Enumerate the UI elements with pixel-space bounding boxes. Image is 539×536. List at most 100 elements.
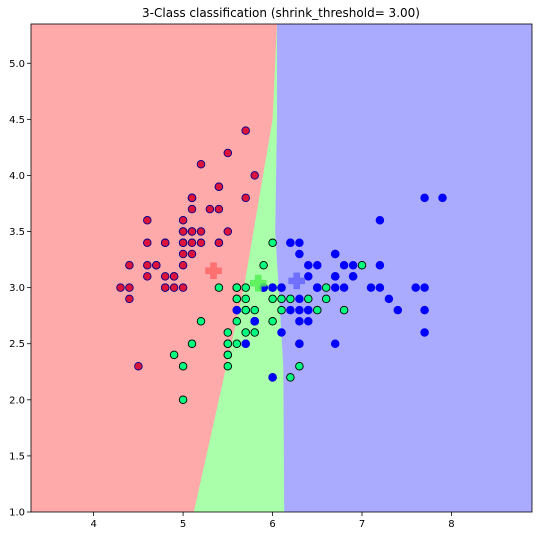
y-tick-label: 3.0 xyxy=(9,283,25,294)
data-point-class-0 xyxy=(125,283,134,292)
data-point-class-0 xyxy=(143,272,152,281)
data-point-class-2 xyxy=(277,283,286,292)
data-point-class-0 xyxy=(214,204,224,214)
data-point-class-0 xyxy=(152,260,161,270)
data-point-class-2 xyxy=(313,260,322,270)
data-point-class-0 xyxy=(134,361,143,371)
data-point-class-1 xyxy=(268,294,277,304)
x-tick-label: 4 xyxy=(90,519,96,530)
data-point-class-2 xyxy=(348,260,358,270)
data-point-class-2 xyxy=(384,294,394,304)
data-point-class-0 xyxy=(187,238,197,248)
data-point-class-0 xyxy=(205,204,215,214)
data-point-class-0 xyxy=(143,260,152,270)
data-point-class-2 xyxy=(295,249,304,259)
data-point-class-1 xyxy=(250,328,259,337)
data-point-class-1 xyxy=(321,283,331,292)
data-point-class-1 xyxy=(268,317,277,326)
x-tick-label: 7 xyxy=(359,519,365,530)
data-point-class-2 xyxy=(250,317,259,326)
data-point-class-1 xyxy=(250,305,259,315)
data-point-class-2 xyxy=(411,283,420,292)
y-tick-label: 2.5 xyxy=(9,339,25,350)
y-tick-label: 1.0 xyxy=(9,508,25,519)
data-point-class-1 xyxy=(223,328,233,337)
data-point-class-0 xyxy=(169,272,179,281)
data-point-class-2 xyxy=(375,283,385,292)
data-point-class-1 xyxy=(304,294,313,304)
data-point-class-2 xyxy=(420,283,429,292)
data-point-class-2 xyxy=(420,305,429,315)
data-point-class-2 xyxy=(295,305,304,315)
y-tick-label: 5.0 xyxy=(9,59,25,70)
data-point-class-0 xyxy=(178,249,188,259)
data-point-class-0 xyxy=(143,216,152,225)
data-point-class-0 xyxy=(214,238,224,248)
data-point-class-1 xyxy=(339,305,349,315)
data-point-class-2 xyxy=(339,260,349,270)
plot-frame xyxy=(30,23,533,513)
data-point-class-0 xyxy=(160,238,170,248)
data-point-class-2 xyxy=(330,249,340,259)
data-point-class-0 xyxy=(160,272,170,281)
data-point-class-1 xyxy=(295,361,304,371)
data-point-class-1 xyxy=(277,294,286,304)
data-point-class-1 xyxy=(196,317,206,326)
data-point-class-0 xyxy=(160,283,170,292)
x-axis: 4 5 6 7 8 xyxy=(90,512,455,530)
data-point-class-0 xyxy=(116,283,125,292)
data-point-class-2 xyxy=(295,339,304,348)
chart-title: 3-Class classification (shrink_threshold… xyxy=(142,6,420,20)
data-point-class-0 xyxy=(125,294,134,304)
data-point-class-1 xyxy=(223,350,233,360)
data-point-class-0 xyxy=(187,249,197,259)
data-point-class-0 xyxy=(187,227,197,236)
data-point-class-1 xyxy=(223,339,233,348)
data-point-class-0 xyxy=(196,159,206,169)
data-point-class-2 xyxy=(366,283,376,292)
centroid-class-0 xyxy=(205,262,222,280)
data-point-class-2 xyxy=(313,283,322,292)
data-point-class-1 xyxy=(241,305,250,315)
data-point-class-2 xyxy=(304,317,313,326)
data-point-class-0 xyxy=(187,204,197,214)
data-point-class-2 xyxy=(295,238,304,248)
data-point-class-2 xyxy=(268,283,277,292)
y-tick-label: 4.5 xyxy=(9,115,25,126)
data-point-class-1 xyxy=(187,339,197,348)
y-tick-label: 3.5 xyxy=(9,227,25,238)
data-point-class-2 xyxy=(241,339,250,348)
data-point-class-1 xyxy=(259,260,268,270)
x-tick-label: 6 xyxy=(269,519,275,530)
data-point-class-1 xyxy=(241,328,250,337)
data-point-class-0 xyxy=(187,193,197,203)
y-tick-label: 4.0 xyxy=(9,171,25,182)
data-point-class-2 xyxy=(420,193,429,203)
data-point-class-0 xyxy=(241,126,250,135)
data-point-class-2 xyxy=(348,272,358,281)
data-point-class-0 xyxy=(178,238,188,248)
data-point-class-0 xyxy=(178,283,188,292)
data-point-class-2 xyxy=(295,294,304,304)
y-axis: 1.0 1.5 2.0 2.5 3.0 3.5 4.0 4.5 5.0 xyxy=(9,59,31,519)
data-point-class-1 xyxy=(241,283,250,292)
data-point-class-0 xyxy=(178,260,188,270)
data-point-class-1 xyxy=(268,238,277,248)
data-point-class-2 xyxy=(304,272,313,281)
data-point-class-2 xyxy=(393,305,403,315)
data-point-class-1 xyxy=(178,395,188,405)
data-point-class-1 xyxy=(286,373,295,382)
data-point-class-0 xyxy=(196,227,206,236)
data-point-class-2 xyxy=(295,317,304,326)
data-point-class-0 xyxy=(223,148,233,158)
data-point-class-2 xyxy=(330,283,340,292)
data-point-class-1 xyxy=(241,294,250,304)
data-point-class-2 xyxy=(420,328,429,337)
y-tick-label: 1.5 xyxy=(9,451,25,462)
class-centroids xyxy=(205,262,305,292)
data-point-class-2 xyxy=(339,283,349,292)
data-point-class-1 xyxy=(214,283,224,292)
data-point-class-2 xyxy=(438,193,447,203)
data-point-class-1 xyxy=(232,283,242,292)
